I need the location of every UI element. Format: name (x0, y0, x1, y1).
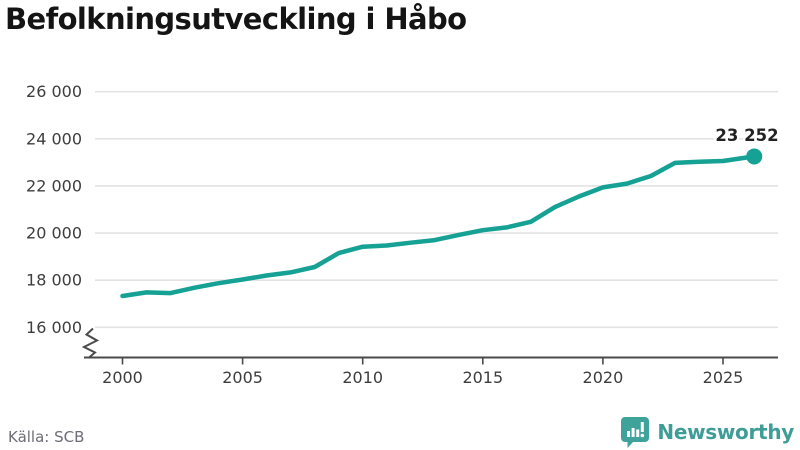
newsworthy-bars-speech-bubble-icon (621, 417, 650, 448)
x-tick-label: 2000 (102, 368, 143, 387)
x-tick-label: 2015 (462, 368, 503, 387)
axis-break-icon (81, 327, 100, 359)
y-tick-label: 24 000 (26, 129, 82, 148)
y-tick-label: 16 000 (26, 318, 82, 337)
y-tick-label: 18 000 (26, 271, 82, 290)
source-note: Källa: SCB (8, 428, 85, 446)
y-tick-label: 20 000 (26, 224, 82, 243)
x-tick-label: 2005 (222, 368, 263, 387)
last-point-dot (746, 148, 763, 165)
x-tick-label: 2025 (703, 368, 744, 387)
newsworthy-logo[interactable]: Newsworthy (620, 414, 794, 450)
page-title: Befolkningsutveckling i Håbo (5, 2, 467, 36)
population-line (120, 154, 757, 299)
x-tick-label: 2020 (583, 368, 624, 387)
x-tick-label: 2010 (342, 368, 383, 387)
y-tick-label: 22 000 (26, 176, 82, 195)
end-value-label: 23 252 (715, 126, 778, 145)
y-tick-label: 26 000 (26, 82, 82, 101)
population-line-chart: 16 000 18 000 20 000 22 000 24 000 26 000 2000… (26, 82, 779, 387)
newsworthy-wordmark: Newsworthy (657, 420, 794, 444)
